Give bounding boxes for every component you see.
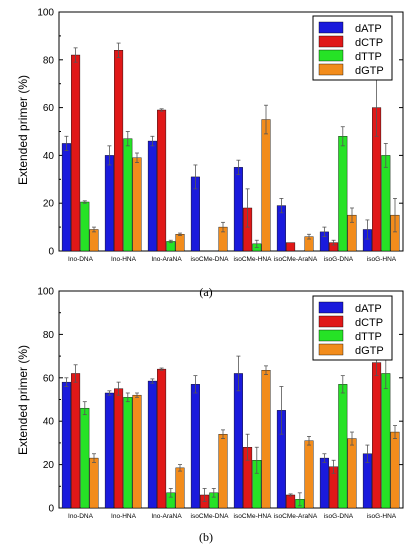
bar-dGTP-isoCMe-AraNA [304, 440, 314, 509]
bar-dATP-isoCMe-DNA [190, 384, 200, 509]
bar-dTTP-isoG-HNA [381, 155, 391, 252]
chart-panel-2: 0 20 40 60 80 100 Extended primer (%) Ino-DNA In… [16, 287, 404, 544]
legend-swatch-dTTP [318, 49, 344, 62]
legend-swatch-dCTP [318, 35, 344, 48]
y-axis-label: Extended primer (%) [16, 75, 30, 185]
bar-dGTP-isoG-HNA [390, 431, 400, 509]
bar-dCTP-Ino-DNA [71, 54, 81, 252]
bar-dTTP-isoG-HNA [381, 373, 391, 509]
x-tick-label: Ino-HNA [111, 256, 137, 263]
bar-dCTP-Ino-HNA [114, 388, 124, 509]
legend-label-dGTP: dGTP [355, 65, 384, 77]
bar-dCTP-isoCMe-AraNA [286, 242, 296, 252]
legend-swatch-dGTP [318, 343, 344, 356]
bar-dCTP-isoCMe-AraNA [286, 494, 296, 509]
bar-dGTP-Ino-AraNA [175, 234, 185, 252]
legend-label-dTTP: dTTP [355, 51, 382, 63]
x-tick-label: isoCMe-HNA [234, 256, 273, 263]
bar-dCTP-isoG-HNA [372, 362, 382, 509]
x-tick-label: Ino-DNA [68, 513, 94, 520]
bar-dGTP-Ino-HNA [132, 394, 142, 509]
x-tick-label: isoCMe-HNA [234, 513, 273, 520]
x-tick-label: Ino-AraNA [151, 256, 182, 263]
bar-dGTP-Ino-AraNA [175, 467, 185, 509]
chart-panel-1: 0 20 40 60 80 100 Extended primer (%) Ino-DNA In… [16, 8, 404, 299]
panel-label: (b) [199, 530, 213, 544]
legend-label-dTTP: dTTP [355, 331, 382, 343]
bar-dATP-Ino-DNA [61, 381, 71, 509]
bar-dCTP-Ino-DNA [71, 373, 81, 509]
legend-swatch-dATP [318, 301, 344, 314]
bar-dATP-isoCMe-HNA [233, 373, 243, 509]
y-tick-label: 100 [37, 8, 54, 19]
y-tick-label: 80 [43, 55, 55, 66]
bar-dATP-Ino-HNA [104, 155, 114, 252]
bar-dGTP-isoG-DNA [347, 438, 357, 509]
legend-label-dCTP: dCTP [355, 37, 383, 49]
y-tick-label: 80 [43, 330, 55, 341]
bar-dCTP-Ino-AraNA [157, 368, 167, 509]
bar-dGTP-Ino-DNA [89, 457, 99, 509]
bar-dTTP-Ino-DNA [80, 201, 90, 252]
bar-dCTP-Ino-AraNA [157, 109, 167, 252]
bar-dTTP-isoG-DNA [338, 384, 348, 509]
legend-label-dATP: dATP [355, 23, 382, 35]
bar-dATP-isoCMe-HNA [233, 167, 243, 252]
x-tick-label: Ino-DNA [68, 256, 94, 263]
y-tick-label: 0 [48, 504, 54, 515]
y-tick-label: 20 [43, 460, 55, 471]
x-tick-label: isoG-HNA [367, 513, 397, 520]
y-tick-label: 40 [43, 417, 55, 428]
y-tick-label: 40 [43, 151, 55, 162]
legend: dATP dCTP dTTP dGTP [312, 15, 393, 81]
y-tick-label: 100 [37, 287, 54, 298]
x-tick-label: isoG-DNA [324, 513, 354, 520]
legend-swatch-dCTP [318, 315, 344, 328]
y-tick-label: 60 [43, 373, 55, 384]
x-tick-label: Ino-AraNA [151, 513, 182, 520]
bar-dTTP-Ino-HNA [123, 397, 133, 509]
bar-dATP-Ino-AraNA [147, 140, 157, 252]
bar-dCTP-Ino-HNA [114, 50, 124, 252]
y-tick-label: 60 [43, 103, 55, 114]
x-tick-label: isoCMe-AraNA [274, 513, 318, 520]
bar-dGTP-isoCMe-HNA [261, 119, 271, 252]
x-tick-label: Ino-HNA [111, 513, 137, 520]
bar-dATP-isoG-DNA [319, 457, 329, 509]
panel-label: (a) [199, 285, 212, 299]
x-tick-label: isoCMe-AraNA [274, 256, 318, 263]
bar-dGTP-Ino-HNA [132, 157, 142, 252]
bar-dTTP-Ino-DNA [80, 407, 90, 509]
x-tick-label: isoCMe-DNA [191, 513, 230, 520]
bar-dTTP-Ino-HNA [123, 138, 133, 252]
bar-dGTP-isoCMe-HNA [261, 370, 271, 509]
y-axis-label: Extended primer (%) [16, 345, 30, 455]
bar-dATP-Ino-HNA [104, 392, 114, 509]
legend-swatch-dGTP [318, 63, 344, 76]
legend-swatch-dTTP [318, 329, 344, 342]
legend-label-dGTP: dGTP [355, 345, 384, 357]
legend: dATP dCTP dTTP dGTP [312, 295, 393, 361]
legend-swatch-dATP [318, 21, 344, 34]
bar-dATP-Ino-DNA [61, 143, 71, 252]
bar-dGTP-Ino-DNA [89, 229, 99, 252]
legend-label-dCTP: dCTP [355, 317, 383, 329]
y-tick-label: 20 [43, 199, 55, 210]
legend-label-dATP: dATP [355, 303, 382, 315]
x-tick-label: isoG-DNA [324, 256, 354, 263]
y-tick-label: 0 [48, 247, 54, 258]
x-tick-label: isoCMe-DNA [191, 256, 230, 263]
x-tick-label: isoG-HNA [367, 256, 397, 263]
bar-dATP-Ino-AraNA [147, 380, 157, 509]
bar-dTTP-isoG-DNA [338, 136, 348, 252]
bar-dGTP-isoCMe-DNA [218, 434, 228, 509]
